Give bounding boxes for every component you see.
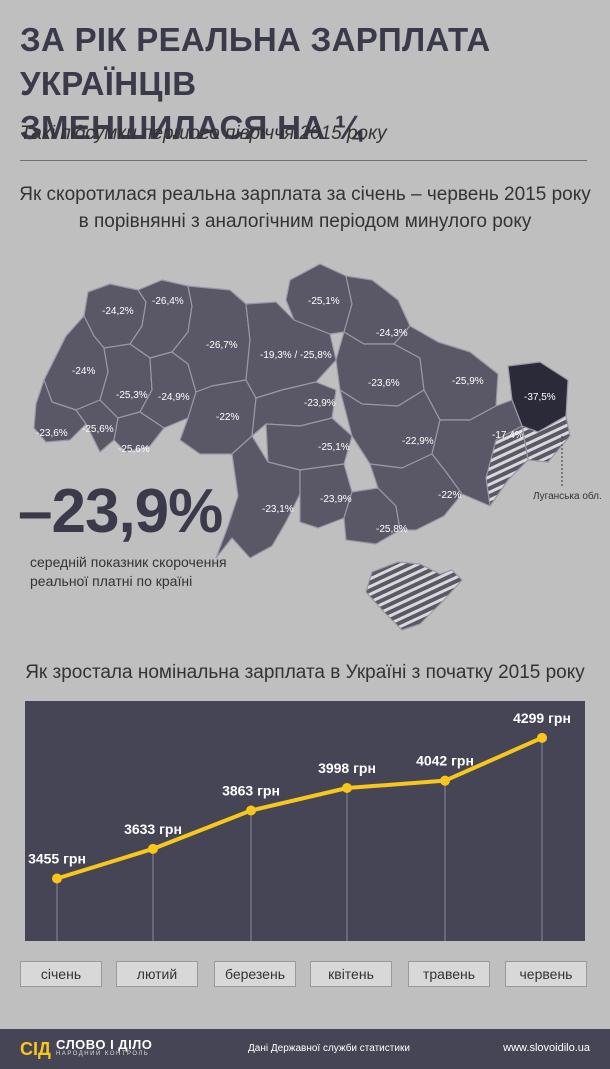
region-odesa <box>215 435 301 559</box>
logo-tagline: НАРОДНИЙ КОНТРОЛЬ <box>56 1051 150 1057</box>
chart-title: Як зростала номінальна зарплата в Україн… <box>25 662 585 683</box>
ukraine-map: -24,2% -26,4% -25,1% -24,3% -26,7% -19,3… <box>33 263 571 631</box>
divider <box>20 160 587 161</box>
region-label: -23,6% <box>36 428 68 439</box>
region-crimea <box>365 561 463 631</box>
region-label: -24,2% <box>102 306 134 317</box>
region-label: -25,1% <box>308 296 340 307</box>
region-label: -25,8% <box>376 524 408 535</box>
month-label: травень <box>408 961 490 987</box>
region-label: -17,4% <box>492 430 524 441</box>
region-chernivtsi <box>113 411 165 453</box>
data-point <box>52 873 62 884</box>
region-label: -25,6% <box>118 444 150 455</box>
data-label: 3633 грн <box>124 821 182 837</box>
map-regions <box>33 263 571 631</box>
region-labels: -24,2% -26,4% -25,1% -24,3% -26,7% -19,3… <box>36 296 556 535</box>
data-point <box>342 783 352 793</box>
salary-chart-panel: 3455 грн 3633 грн 3863 грн 3998 грн 4042 грн… <box>25 701 585 941</box>
map-heading: Як скоротилася реальна зарплата за січен… <box>19 184 591 232</box>
data-point <box>246 805 256 816</box>
region-label: -24% <box>72 366 95 377</box>
data-point <box>537 732 547 743</box>
data-label: 3863 грн <box>222 783 280 799</box>
data-label: 3998 грн <box>318 760 376 776</box>
region-label: -25,6% <box>82 424 114 435</box>
average-decline-caption: середній показник скорочення реальної пла… <box>30 554 227 589</box>
luhansk-callout: Луганська обл. <box>533 491 602 502</box>
region-label: -26,4% <box>152 296 184 307</box>
logo-mark: СІД <box>20 1039 51 1059</box>
region-label: -37,5% <box>524 392 556 403</box>
month-label: червень <box>505 961 587 987</box>
site-link[interactable]: www.slovoidilo.ua <box>503 1042 590 1054</box>
region-label: -23,9% <box>304 398 336 409</box>
month-label: березень <box>214 961 296 987</box>
data-label: 4042 грн <box>416 753 474 769</box>
region-label: -25,1% <box>318 442 350 453</box>
region-label: -22% <box>216 412 239 423</box>
region-zaporizhzhia <box>369 453 463 531</box>
logo-name: СЛОВО І ДІЛО <box>56 1037 153 1052</box>
region-label: -23,9% <box>320 494 352 505</box>
region-label: -23,1% <box>262 504 294 515</box>
footer: СІД СЛОВО І ДІЛО НАРОДНИЙ КОНТРОЛЬ Дані … <box>0 1029 610 1069</box>
data-source: Дані Державної служби статистики <box>248 1043 410 1054</box>
salary-chart: 3455 грн 3633 грн 3863 грн 3998 грн 4042 грн… <box>28 710 571 941</box>
region-label: -26,7% <box>206 340 238 351</box>
region-label: -25,9% <box>452 376 484 387</box>
region-zakarpattia <box>33 379 87 443</box>
month-label: квітень <box>310 961 392 987</box>
data-point <box>148 843 158 854</box>
region-label: -19,3% / -25,8% <box>260 350 332 361</box>
month-label: лютий <box>116 961 198 987</box>
region-label: -22% <box>438 490 461 501</box>
average-decline-value: –23,9% <box>18 477 223 546</box>
page-subtitle: Такі підсумки першого півріччя 2015 року <box>20 123 387 144</box>
region-label: -25,3% <box>116 390 148 401</box>
data-point <box>440 775 450 786</box>
region-label: -22,9% <box>402 436 434 447</box>
month-axis: січень лютий березень квітень травень червень <box>0 961 610 987</box>
month-label: січень <box>20 961 102 987</box>
region-donetsk-occupied <box>485 425 529 507</box>
region-label: -24,9% <box>158 392 190 403</box>
page-title: ЗА РІК РЕАЛЬНА ЗАРПЛАТА УКРАЇНЦІВ ЗМЕНШИЛ… <box>20 21 491 146</box>
data-label: 4299 грн <box>513 710 571 726</box>
region-mykolaiv <box>299 463 353 529</box>
region-label: -23,6% <box>368 378 400 389</box>
region-label: -24,3% <box>376 328 408 339</box>
salary-series-line <box>55 735 544 881</box>
data-label: 3455 грн <box>28 851 86 867</box>
